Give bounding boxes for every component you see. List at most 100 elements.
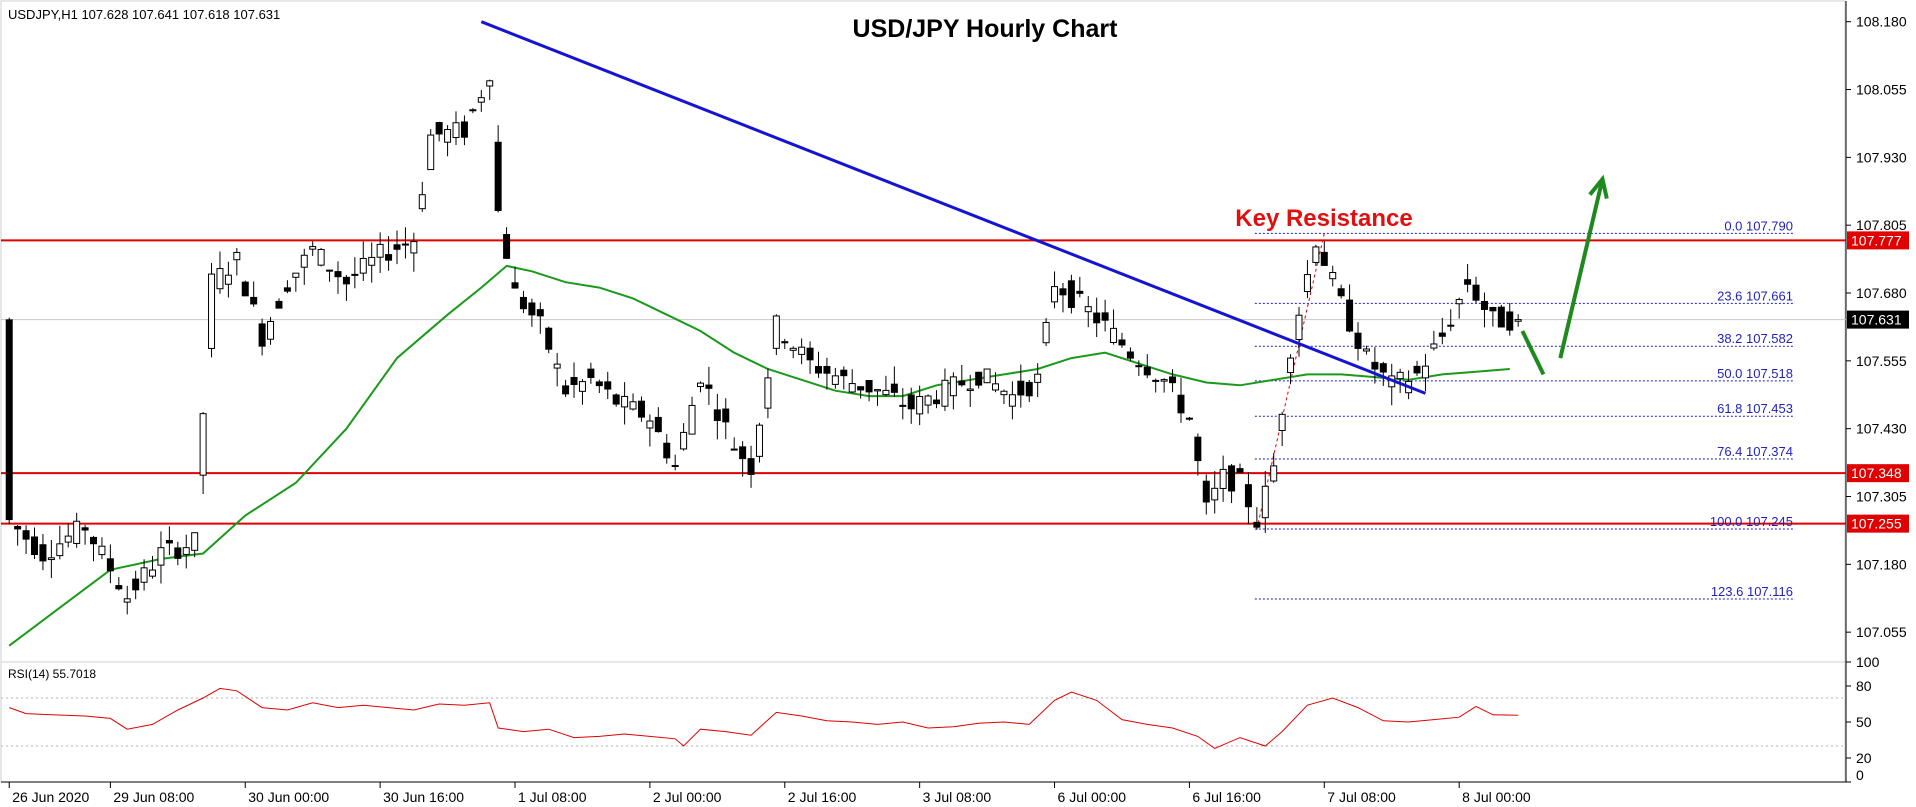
candle-body (477, 97, 485, 103)
fib-level-label: 50.0 107.518 (1717, 366, 1793, 381)
candle-body (528, 302, 536, 316)
candle-body (696, 382, 704, 388)
candle-body (98, 545, 106, 556)
candle-body (1464, 279, 1472, 285)
candle-body (1354, 332, 1362, 349)
candle-body (1261, 485, 1269, 519)
candle-body (427, 134, 435, 171)
candle-body (941, 379, 949, 407)
price-tick-label: 108.055 (1856, 82, 1907, 98)
candle-body (680, 431, 688, 450)
rsi-tick-label: 20 (1856, 750, 1872, 766)
candle-body (562, 385, 570, 395)
candle-body (1514, 319, 1522, 322)
candle-body (1101, 312, 1109, 321)
candle-body (1008, 394, 1016, 407)
candle-body (503, 234, 511, 259)
candle-body (359, 257, 367, 274)
candle-body (1312, 246, 1320, 263)
candle-body (1320, 251, 1328, 266)
candle-body (1379, 363, 1387, 373)
price-tick-label: 108.180 (1856, 14, 1907, 30)
candle-body (149, 569, 157, 577)
candle-body (182, 547, 190, 555)
candle-body (992, 383, 1000, 391)
trendline (480, 20, 1427, 395)
candle-body (975, 371, 983, 386)
candle-body (1506, 311, 1514, 331)
candle-body (165, 540, 173, 544)
candle-body (140, 567, 148, 583)
moving-average (8, 264, 1510, 647)
dip-arrow-shaft (1520, 330, 1546, 376)
candle-body (1126, 351, 1134, 359)
candle-body (1152, 379, 1160, 382)
price-tick-label: 107.680 (1856, 285, 1907, 301)
candle-body (874, 389, 882, 392)
candle-body (56, 543, 64, 557)
time-tick-label: 7 Jul 08:00 (1327, 789, 1396, 805)
candle-body (1253, 521, 1261, 528)
candle-body (1295, 314, 1303, 341)
candle-body (1025, 381, 1033, 397)
bearish-trendline (480, 20, 1427, 395)
rsi-tick-label: 80 (1856, 678, 1872, 694)
candle-body (444, 129, 452, 143)
candle-body (890, 383, 898, 393)
candle-body (806, 347, 814, 361)
candle-body (511, 282, 519, 289)
candle-body (798, 346, 806, 355)
candle-body (840, 369, 848, 377)
candle-body (1480, 300, 1488, 310)
candle-body (764, 377, 772, 409)
level-price-badge (1847, 231, 1909, 250)
fib-level-label: 76.4 107.374 (1717, 444, 1793, 459)
candlesticks (5, 79, 1522, 615)
candle-body (241, 281, 249, 297)
candle-body (342, 276, 350, 285)
candle-body (90, 536, 98, 545)
candle-body (317, 248, 325, 266)
level-price-badge-label: 107.255 (1851, 516, 1902, 532)
candle-body (1329, 272, 1337, 280)
fib-level-label: 38.2 107.582 (1717, 331, 1793, 346)
candle-body (191, 532, 199, 551)
candle-body (1219, 468, 1227, 489)
level-price-badge (1847, 464, 1909, 483)
candle-body (1185, 417, 1193, 420)
candle-body (283, 287, 291, 292)
candle-body (1110, 327, 1118, 343)
candle-body (1362, 348, 1370, 352)
price-axis-labels: 108.180 108.055 107.930 107.805 107.680 107.5… (1846, 14, 1907, 640)
candle-body (1017, 380, 1025, 396)
candle-body (334, 271, 342, 278)
time-tick-label: 6 Jul 00:00 (1058, 789, 1127, 805)
candle-body (1287, 357, 1295, 374)
candle-body (1051, 286, 1059, 303)
price-tick-label: 107.305 (1856, 489, 1907, 505)
candle-body (755, 424, 763, 457)
candle-body (1084, 306, 1092, 313)
candle-body (949, 376, 957, 397)
candle-body (1447, 324, 1455, 327)
candle-body (1421, 365, 1429, 379)
candle-body (132, 578, 140, 591)
time-tick-label: 30 Jun 00:00 (248, 789, 329, 805)
candle-body (292, 272, 300, 278)
time-tick-label: 2 Jul 00:00 (653, 789, 722, 805)
candle-body (772, 315, 780, 349)
up-arrow-head (1588, 174, 1609, 200)
candle-body (258, 323, 266, 347)
candle-body (578, 381, 586, 392)
candle-body (831, 375, 839, 385)
candle-body (671, 464, 679, 467)
symbol-info: USDJPY,H1 107.628 107.641 107.618 107.63… (8, 7, 280, 22)
candle-body (376, 243, 384, 258)
fibonacci-retracement: 0.0 107.790 23.6 107.661 38.2 107.582 50.0 … (1254, 218, 1795, 600)
time-tick-label: 1 Jul 08:00 (518, 789, 587, 805)
candle-body (781, 341, 789, 344)
candle-body (663, 442, 671, 459)
candle-body (612, 394, 620, 405)
candle-body (157, 547, 165, 566)
candle-body (115, 585, 123, 590)
